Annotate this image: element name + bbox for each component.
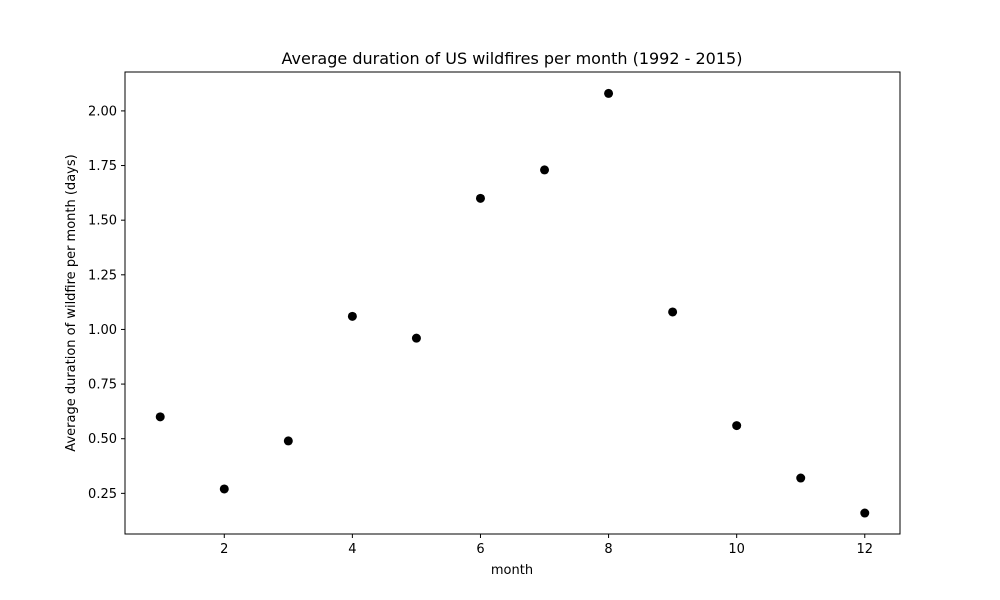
y-tick-label: 0.75: [88, 378, 117, 393]
x-tick-label: 8: [604, 542, 612, 557]
x-tick-label: 6: [476, 542, 484, 557]
x-tick-label: 4: [348, 542, 356, 557]
x-tick-label: 10: [728, 542, 745, 557]
data-point: [668, 307, 678, 317]
x-tick-label: 2: [220, 542, 228, 557]
data-point: [219, 484, 229, 494]
data-point: [860, 508, 870, 518]
y-axis-ticks: 0.25 0.50 0.75 1.00 1.25 1.50 1.75 2.00: [88, 104, 125, 502]
y-tick-label: 2.00: [88, 104, 117, 119]
data-point: [796, 473, 806, 483]
data-point: [155, 412, 165, 422]
x-axis-label: month: [491, 563, 533, 578]
data-point: [347, 311, 357, 321]
plot-area-frame: [124, 71, 901, 535]
data-point: [283, 436, 293, 446]
x-axis-ticks: 2 4 6 8 10 12: [220, 534, 873, 557]
data-point: [475, 193, 485, 203]
y-tick-label: 1.00: [88, 323, 117, 338]
y-tick-label: 0.50: [88, 432, 117, 447]
data-point: [604, 88, 614, 98]
y-tick-label: 1.75: [88, 159, 117, 174]
y-tick-label: 0.25: [88, 487, 117, 502]
chart-title: Average duration of US wildfires per mon…: [282, 49, 743, 68]
data-point: [411, 333, 421, 343]
y-tick-label: 1.25: [88, 268, 117, 283]
data-point: [732, 421, 742, 431]
y-axis-label: Average duration of wildfire per month (…: [64, 154, 79, 451]
data-points: [155, 88, 870, 518]
data-point: [540, 165, 550, 175]
y-tick-label: 1.50: [88, 214, 117, 229]
x-tick-label: 12: [856, 542, 873, 557]
